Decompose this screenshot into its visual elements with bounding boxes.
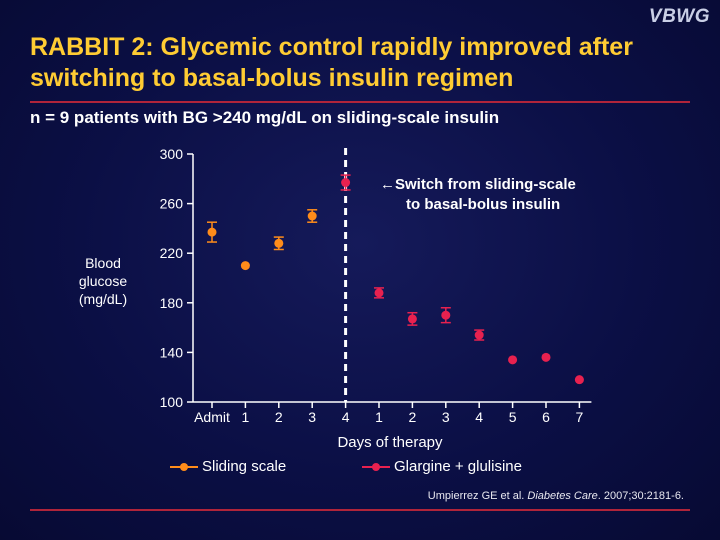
footer-divider (30, 509, 690, 511)
x-tick-label: 1 (242, 409, 250, 425)
x-tick-label: 1 (375, 409, 383, 425)
data-point (508, 355, 518, 365)
slide-subtitle: n = 9 patients with BG >240 mg/dL on sli… (30, 108, 500, 127)
data-point (274, 238, 284, 248)
switch-annotation-line: ←Switch from sliding-scale (380, 176, 576, 193)
y-tick-label: 180 (160, 295, 184, 311)
slide-title: RABBIT 2: Glycemic control rapidly impro… (30, 33, 633, 92)
data-point (407, 314, 417, 324)
y-axis-label-line: (mg/dL) (78, 291, 128, 307)
citation: Umpierrez GE et al. Diabetes Care. 2007;… (428, 490, 684, 502)
y-tick-label: 100 (160, 394, 184, 410)
data-point (240, 261, 250, 271)
data-point (307, 211, 317, 221)
data-point (341, 178, 351, 188)
data-point (574, 375, 584, 385)
citation-authors: Umpierrez GE et al. (427, 490, 528, 502)
x-tick-label: 3 (308, 409, 316, 425)
citation-journal: Diabetes Care (527, 490, 598, 502)
y-axis-label: Blood glucose (mg/dL) (60, 254, 146, 308)
x-tick-label: 3 (442, 409, 450, 425)
legend-item-glargine: Glargine + glulisine (362, 458, 522, 475)
legend-label-sliding: Sliding scale (202, 458, 287, 475)
x-axis-label: Days of therapy (337, 434, 443, 451)
legend-marker-sliding (170, 462, 198, 471)
vbwg-logo: VBWG (648, 6, 710, 27)
x-tick-label: 7 (576, 409, 584, 425)
x-tick-label: 4 (475, 409, 483, 425)
y-axis-label-line: glucose (78, 273, 128, 289)
legend-item-sliding: Sliding scale (170, 458, 286, 475)
data-point (374, 288, 384, 298)
y-tick-label: 260 (160, 196, 184, 212)
x-tick-label: 5 (509, 409, 517, 425)
x-tick-label: 6 (542, 409, 550, 425)
y-tick-label: 300 (160, 146, 184, 162)
y-axis-label-line: Blood (85, 255, 121, 271)
switch-annotation-line: to basal-bolus insulin (406, 196, 561, 213)
legend-label-glargine: Glargine + glulisine (394, 458, 522, 475)
switch-annotation: ←Switch from sliding-scale to basal-bolu… (380, 175, 576, 215)
title-divider (30, 101, 690, 103)
data-point (441, 310, 451, 320)
data-point (474, 330, 484, 340)
y-tick-label: 140 (160, 344, 184, 360)
x-tick-label: 2 (409, 409, 417, 425)
x-tick-label: Admit (194, 409, 230, 425)
legend-marker-glargine (362, 462, 390, 471)
y-tick-label: 220 (160, 245, 184, 261)
data-point (541, 352, 551, 362)
x-tick-label: 2 (275, 409, 283, 425)
citation-details: . 2007;30:2181-6. (597, 490, 684, 502)
x-tick-label: 4 (342, 409, 350, 425)
data-point (207, 227, 217, 237)
